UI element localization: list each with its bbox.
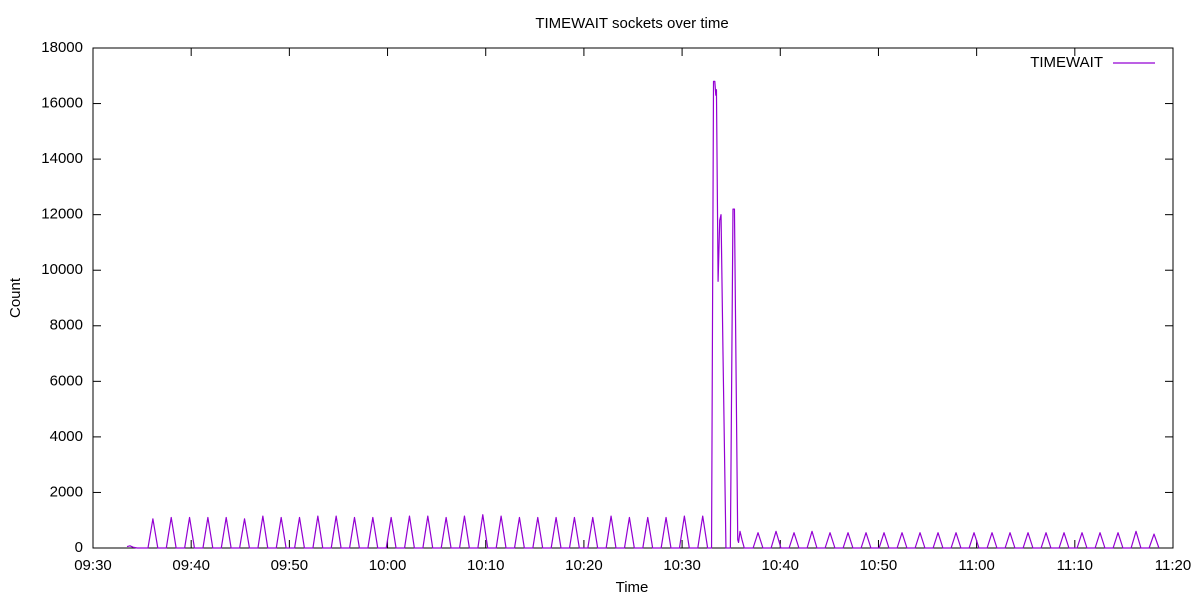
y-tick-label: 14000 xyxy=(41,150,83,167)
x-tick-label: 10:10 xyxy=(467,557,505,574)
x-tick-label: 11:20 xyxy=(1155,557,1191,574)
x-tick-label: 09:50 xyxy=(271,557,309,574)
data-line xyxy=(126,80,1160,549)
x-tick-label: 10:20 xyxy=(565,557,603,574)
y-tick-label: 16000 xyxy=(41,95,83,112)
x-tick-label: 10:40 xyxy=(761,557,799,574)
x-tick-label: 10:00 xyxy=(369,557,407,574)
y-axis-label: Count xyxy=(7,277,24,318)
x-tick-label: 10:30 xyxy=(663,557,701,574)
y-tick-label: 12000 xyxy=(41,206,83,223)
plot-border xyxy=(92,47,1174,549)
x-tick-label: 11:10 xyxy=(1057,557,1093,574)
legend-label: TIMEWAIT xyxy=(1030,54,1103,71)
x-axis-label: Time xyxy=(616,579,649,596)
y-tick-label: 4000 xyxy=(50,428,83,445)
y-tick-label: 0 xyxy=(75,539,83,556)
x-tick-label: 09:30 xyxy=(74,557,112,574)
y-tick-label: 6000 xyxy=(50,372,83,389)
x-tick-label: 11:00 xyxy=(958,557,994,574)
y-tick-label: 8000 xyxy=(50,317,83,334)
x-tick-label: 10:50 xyxy=(860,557,898,574)
y-tick-label: 10000 xyxy=(41,261,83,278)
x-tick-label: 09:40 xyxy=(172,557,210,574)
y-tick-label: 18000 xyxy=(41,39,83,56)
y-tick-label: 2000 xyxy=(50,483,83,500)
chart-title: TIMEWAIT sockets over time xyxy=(535,15,728,32)
